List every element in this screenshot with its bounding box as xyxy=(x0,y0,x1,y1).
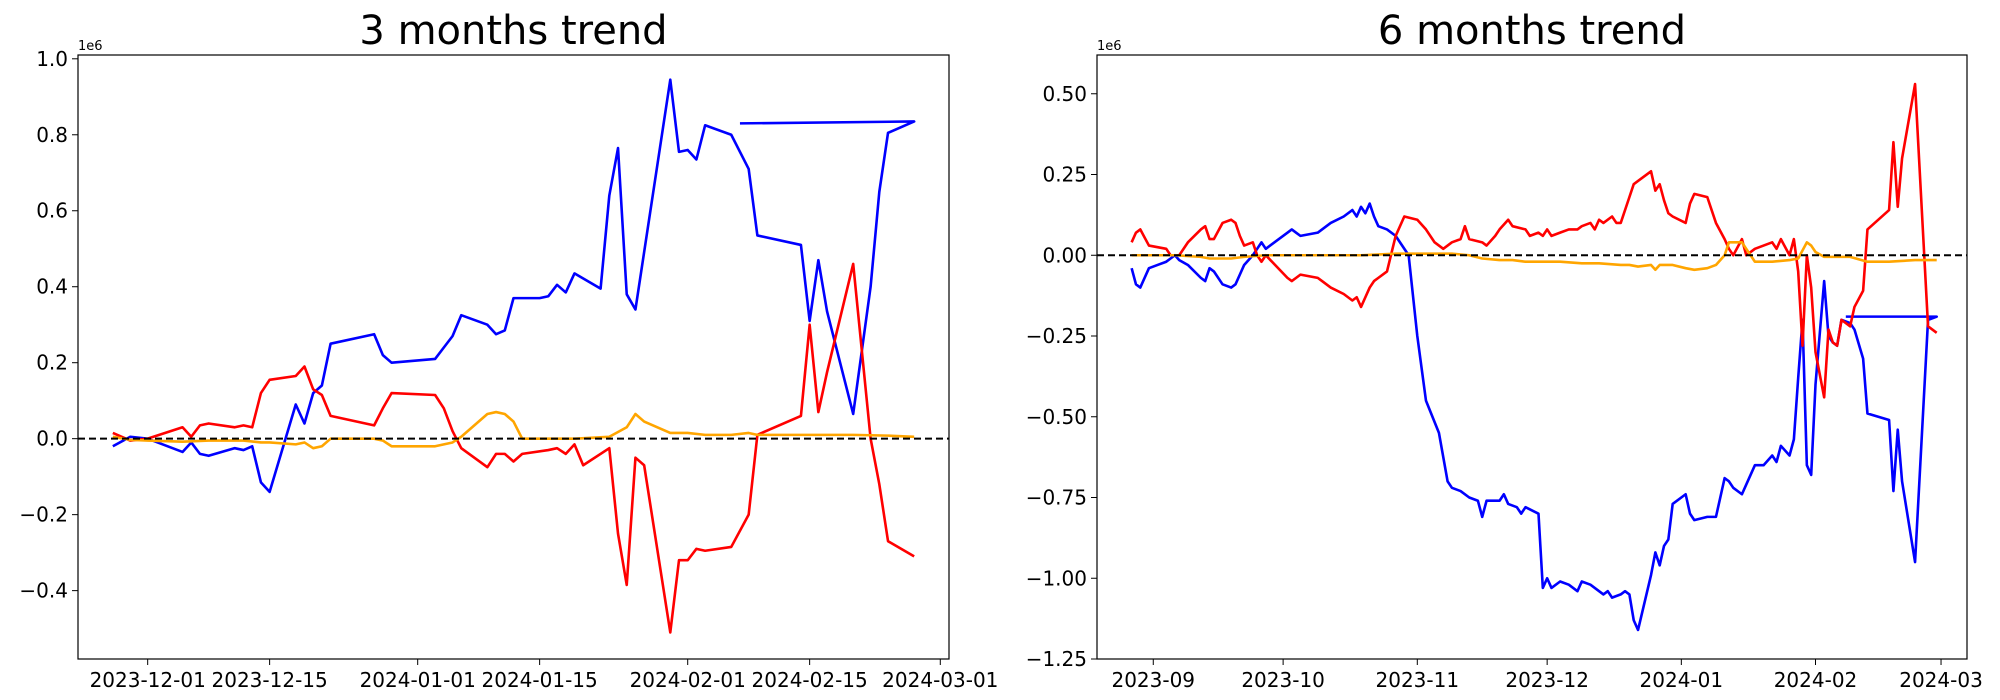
y-tick-label: −0.2 xyxy=(19,503,68,527)
x-tick-label: 2024-02-01 xyxy=(630,668,746,692)
x-tick-label: 2024-01 xyxy=(1640,668,1724,692)
x-tick-label: 2024-02-15 xyxy=(752,668,868,692)
series-line-2 xyxy=(112,262,915,634)
y-tick-label: 1.0 xyxy=(36,47,68,71)
x-tick-label: 2024-01-01 xyxy=(360,668,476,692)
y-tick-label: 0.4 xyxy=(36,275,68,299)
x-tick-label: 2023-11 xyxy=(1376,668,1460,692)
y-tick-label: 0.0 xyxy=(36,427,68,451)
x-tick-label: 2023-09 xyxy=(1111,668,1195,692)
y-axis-offset-label: 1e6 xyxy=(1097,39,1122,54)
y-tick-label: 0.8 xyxy=(36,123,68,147)
y-tick-label: 0.2 xyxy=(36,351,68,375)
chart-3-months: 3 months trend 1e6 −0.4 −0.2 0.0 0.2 0.4 0.6 0.8… xyxy=(19,8,998,692)
y-tick-label: 0.25 xyxy=(1042,163,1087,187)
x-tick-label: 2023-10 xyxy=(1241,668,1325,692)
y-tick-label: −1.00 xyxy=(1026,566,1087,590)
chart-6-months: 6 months trend 1e6 −1.25 −1.00 −0.75 −0.50 −0.… xyxy=(1026,8,1983,692)
y-tick-label: 0.50 xyxy=(1042,82,1087,106)
y-tick-label: 0.00 xyxy=(1042,243,1087,267)
chart-title: 3 months trend xyxy=(359,8,667,54)
x-tick-label: 2023-12 xyxy=(1505,668,1589,692)
x-tick-label: 2023-12-01 xyxy=(90,668,206,692)
y-tick-label: −0.4 xyxy=(19,579,68,603)
plot-frame xyxy=(77,54,950,660)
y-axis-offset-label: 1e6 xyxy=(78,39,103,54)
y-tick-label: −0.25 xyxy=(1026,324,1087,348)
series-line-1 xyxy=(112,78,916,494)
y-tick-label: 0.6 xyxy=(36,199,68,223)
x-tick-label: 2024-03-01 xyxy=(882,668,998,692)
y-tick-label: −0.50 xyxy=(1026,405,1087,429)
x-tick-label: 2024-03 xyxy=(1899,668,1983,692)
chart-title: 6 months trend xyxy=(1378,8,1686,54)
x-tick-label: 2024-02 xyxy=(1774,668,1858,692)
y-tick-label: −0.75 xyxy=(1026,486,1087,510)
x-tick-label: 2023-12-15 xyxy=(212,668,328,692)
x-tick-label: 2024-01-15 xyxy=(482,668,598,692)
y-tick-label: −1.25 xyxy=(1026,647,1087,671)
series-line-2 xyxy=(1130,82,1938,399)
series-line-3 xyxy=(112,410,915,450)
plot-frame xyxy=(1096,54,1968,660)
